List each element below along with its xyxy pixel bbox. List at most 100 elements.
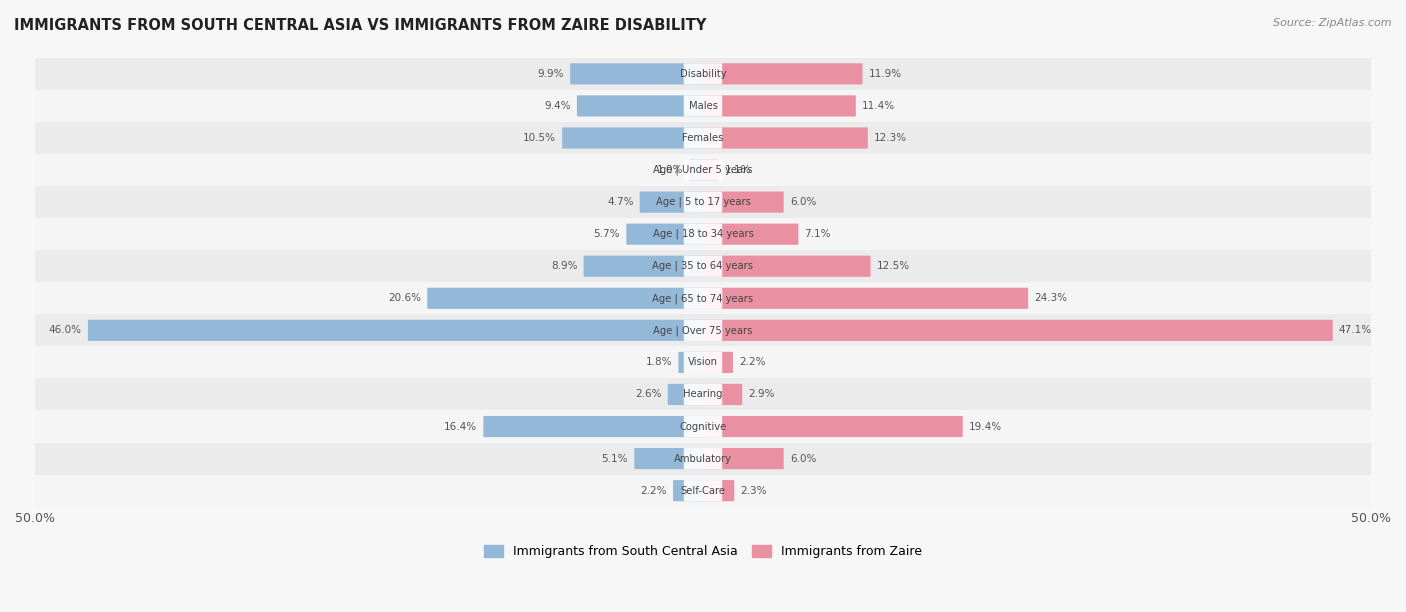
- FancyBboxPatch shape: [683, 319, 723, 341]
- Text: Age | 35 to 64 years: Age | 35 to 64 years: [652, 261, 754, 272]
- Text: 2.9%: 2.9%: [748, 389, 775, 400]
- FancyBboxPatch shape: [703, 256, 870, 277]
- FancyBboxPatch shape: [683, 192, 723, 213]
- FancyBboxPatch shape: [640, 192, 703, 213]
- Text: Vision: Vision: [688, 357, 718, 367]
- FancyBboxPatch shape: [583, 256, 703, 277]
- Text: 11.4%: 11.4%: [862, 101, 896, 111]
- Text: 12.3%: 12.3%: [875, 133, 907, 143]
- FancyBboxPatch shape: [703, 480, 734, 501]
- Text: Cognitive: Cognitive: [679, 422, 727, 431]
- Text: 5.1%: 5.1%: [602, 453, 628, 463]
- FancyBboxPatch shape: [683, 288, 723, 309]
- Text: 1.0%: 1.0%: [657, 165, 683, 175]
- Bar: [35, 346, 1371, 378]
- Text: Self-Care: Self-Care: [681, 486, 725, 496]
- FancyBboxPatch shape: [683, 384, 723, 405]
- Bar: [35, 442, 1371, 475]
- Text: 4.7%: 4.7%: [607, 197, 634, 207]
- Text: Age | Under 5 years: Age | Under 5 years: [654, 165, 752, 175]
- Text: Age | 65 to 74 years: Age | 65 to 74 years: [652, 293, 754, 304]
- FancyBboxPatch shape: [571, 63, 703, 84]
- Bar: [35, 186, 1371, 218]
- FancyBboxPatch shape: [703, 160, 718, 181]
- Bar: [35, 58, 1371, 90]
- Bar: [35, 122, 1371, 154]
- FancyBboxPatch shape: [576, 95, 703, 116]
- Text: 19.4%: 19.4%: [969, 422, 1002, 431]
- Bar: [35, 218, 1371, 250]
- FancyBboxPatch shape: [703, 63, 862, 84]
- Text: 47.1%: 47.1%: [1339, 326, 1372, 335]
- FancyBboxPatch shape: [683, 480, 723, 501]
- Text: Ambulatory: Ambulatory: [673, 453, 733, 463]
- Text: 2.2%: 2.2%: [740, 357, 766, 367]
- Text: 9.4%: 9.4%: [544, 101, 571, 111]
- FancyBboxPatch shape: [703, 95, 856, 116]
- FancyBboxPatch shape: [703, 127, 868, 149]
- FancyBboxPatch shape: [683, 416, 723, 437]
- Text: 7.1%: 7.1%: [804, 229, 831, 239]
- Bar: [35, 282, 1371, 315]
- FancyBboxPatch shape: [562, 127, 703, 149]
- FancyBboxPatch shape: [703, 384, 742, 405]
- Bar: [35, 411, 1371, 442]
- FancyBboxPatch shape: [703, 448, 783, 469]
- FancyBboxPatch shape: [683, 256, 723, 277]
- Text: Males: Males: [689, 101, 717, 111]
- Bar: [35, 90, 1371, 122]
- FancyBboxPatch shape: [703, 416, 963, 437]
- FancyBboxPatch shape: [683, 160, 723, 181]
- FancyBboxPatch shape: [703, 223, 799, 245]
- Bar: [35, 315, 1371, 346]
- FancyBboxPatch shape: [683, 63, 723, 84]
- FancyBboxPatch shape: [703, 352, 733, 373]
- FancyBboxPatch shape: [683, 448, 723, 469]
- Text: 24.3%: 24.3%: [1035, 293, 1067, 304]
- Text: Source: ZipAtlas.com: Source: ZipAtlas.com: [1274, 18, 1392, 28]
- FancyBboxPatch shape: [89, 319, 703, 341]
- FancyBboxPatch shape: [427, 288, 703, 309]
- Text: 2.6%: 2.6%: [636, 389, 662, 400]
- FancyBboxPatch shape: [683, 127, 723, 149]
- FancyBboxPatch shape: [626, 223, 703, 245]
- Bar: [35, 378, 1371, 411]
- FancyBboxPatch shape: [703, 288, 1028, 309]
- Text: 8.9%: 8.9%: [551, 261, 578, 271]
- Bar: [35, 475, 1371, 507]
- FancyBboxPatch shape: [689, 160, 703, 181]
- Text: 2.3%: 2.3%: [741, 486, 766, 496]
- FancyBboxPatch shape: [673, 480, 703, 501]
- Text: 1.1%: 1.1%: [724, 165, 751, 175]
- Text: 6.0%: 6.0%: [790, 197, 817, 207]
- Text: Females: Females: [682, 133, 724, 143]
- Text: Hearing: Hearing: [683, 389, 723, 400]
- FancyBboxPatch shape: [679, 352, 703, 373]
- FancyBboxPatch shape: [683, 352, 723, 373]
- FancyBboxPatch shape: [703, 192, 783, 213]
- Text: 5.7%: 5.7%: [593, 229, 620, 239]
- Text: 20.6%: 20.6%: [388, 293, 422, 304]
- FancyBboxPatch shape: [683, 95, 723, 116]
- Text: 10.5%: 10.5%: [523, 133, 555, 143]
- Text: 12.5%: 12.5%: [877, 261, 910, 271]
- Text: Age | 5 to 17 years: Age | 5 to 17 years: [655, 197, 751, 207]
- Bar: [35, 250, 1371, 282]
- Text: 9.9%: 9.9%: [537, 69, 564, 79]
- Text: 6.0%: 6.0%: [790, 453, 817, 463]
- FancyBboxPatch shape: [668, 384, 703, 405]
- Bar: [35, 154, 1371, 186]
- Text: IMMIGRANTS FROM SOUTH CENTRAL ASIA VS IMMIGRANTS FROM ZAIRE DISABILITY: IMMIGRANTS FROM SOUTH CENTRAL ASIA VS IM…: [14, 18, 706, 34]
- FancyBboxPatch shape: [634, 448, 703, 469]
- Text: Age | Over 75 years: Age | Over 75 years: [654, 325, 752, 335]
- Text: 2.2%: 2.2%: [640, 486, 666, 496]
- Text: Disability: Disability: [679, 69, 727, 79]
- Text: 11.9%: 11.9%: [869, 69, 901, 79]
- Text: 46.0%: 46.0%: [49, 326, 82, 335]
- Text: Age | 18 to 34 years: Age | 18 to 34 years: [652, 229, 754, 239]
- FancyBboxPatch shape: [703, 319, 1333, 341]
- Text: 16.4%: 16.4%: [444, 422, 477, 431]
- Text: 1.8%: 1.8%: [645, 357, 672, 367]
- FancyBboxPatch shape: [683, 223, 723, 245]
- Legend: Immigrants from South Central Asia, Immigrants from Zaire: Immigrants from South Central Asia, Immi…: [479, 540, 927, 563]
